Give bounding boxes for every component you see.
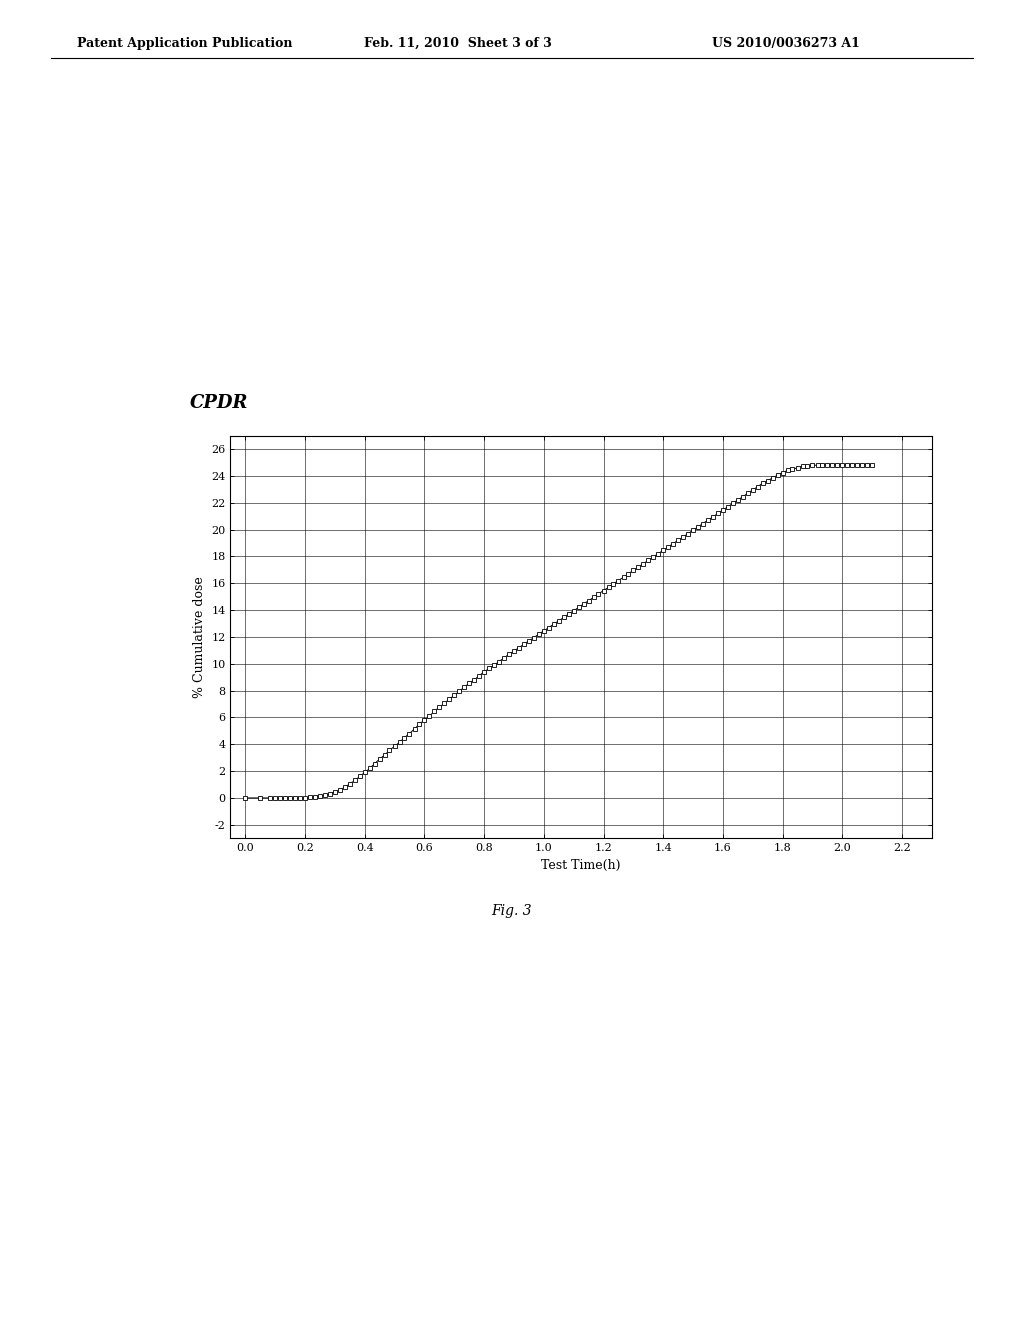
Text: Patent Application Publication: Patent Application Publication <box>77 37 292 50</box>
Text: CPDR: CPDR <box>189 393 248 412</box>
X-axis label: Test Time(h): Test Time(h) <box>542 858 621 871</box>
Y-axis label: % Cumulative dose: % Cumulative dose <box>193 576 206 698</box>
Text: Fig. 3: Fig. 3 <box>492 904 532 919</box>
Text: Feb. 11, 2010  Sheet 3 of 3: Feb. 11, 2010 Sheet 3 of 3 <box>364 37 551 50</box>
Text: US 2010/0036273 A1: US 2010/0036273 A1 <box>712 37 859 50</box>
